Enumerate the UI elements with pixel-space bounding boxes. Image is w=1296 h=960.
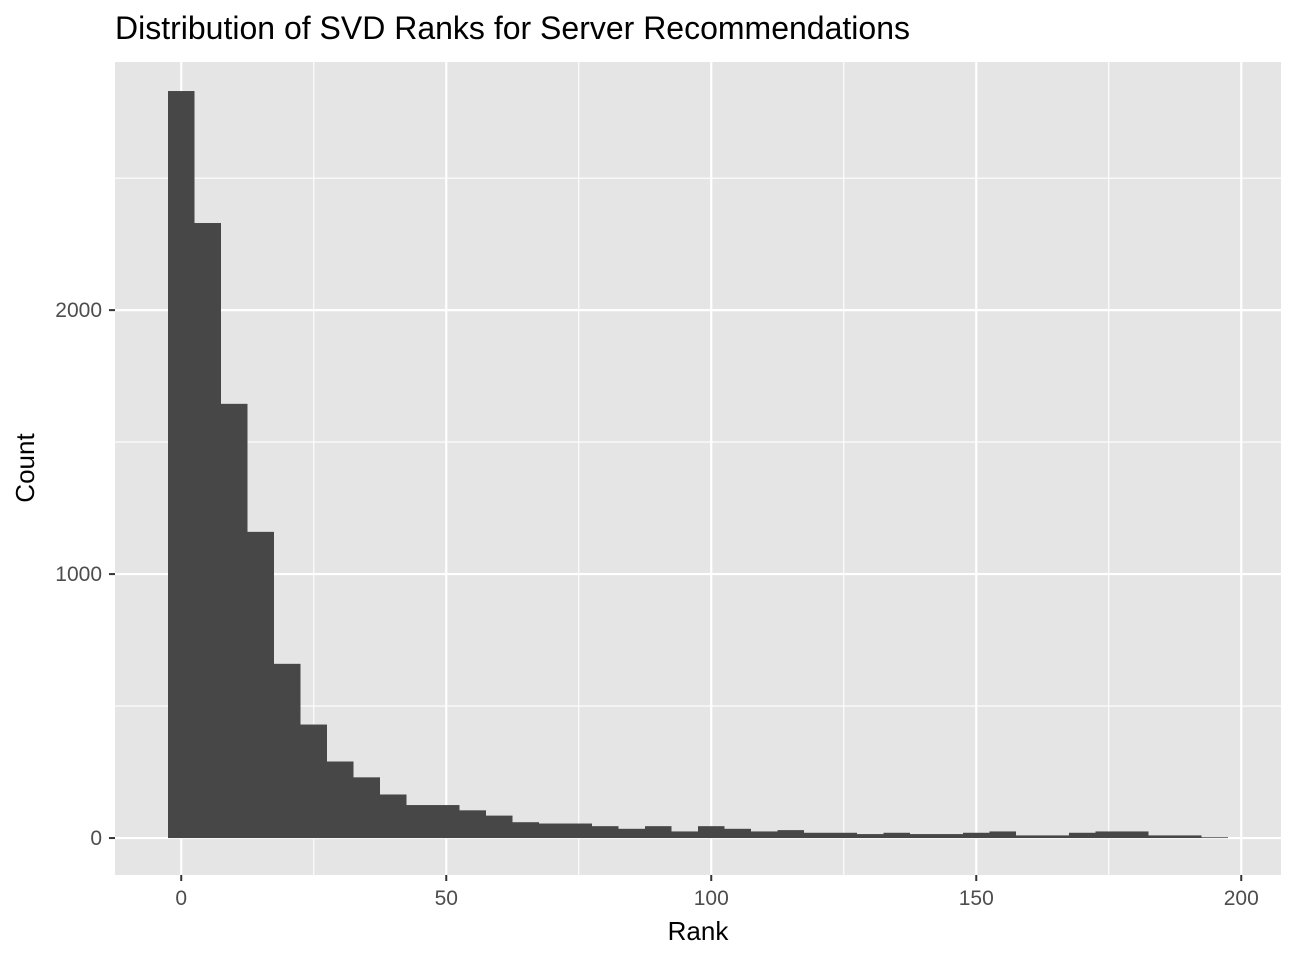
histogram-bar bbox=[486, 815, 513, 839]
histogram-bar bbox=[698, 826, 725, 839]
histogram-bar bbox=[645, 826, 672, 839]
x-tick-label: 0 bbox=[175, 887, 187, 910]
histogram-bar bbox=[1095, 831, 1122, 839]
chart-title: Distribution of SVD Ranks for Server Rec… bbox=[115, 10, 910, 46]
histogram-bar bbox=[406, 805, 433, 839]
histogram-bar bbox=[274, 663, 301, 839]
histogram-bar bbox=[1042, 835, 1069, 839]
x-tick-label: 150 bbox=[959, 887, 994, 910]
histogram-bar bbox=[910, 834, 937, 839]
histogram-bar bbox=[857, 834, 884, 839]
histogram-bar bbox=[724, 828, 751, 839]
x-tick-label: 50 bbox=[435, 887, 458, 910]
histogram-bar bbox=[1175, 835, 1202, 839]
histogram-bar bbox=[512, 822, 539, 839]
histogram-bar bbox=[539, 823, 566, 839]
histogram-bar bbox=[433, 805, 460, 839]
histogram-bar bbox=[936, 834, 963, 839]
histogram-bar bbox=[1122, 831, 1149, 839]
histogram-bar bbox=[804, 832, 831, 839]
histogram-bar bbox=[618, 828, 645, 839]
histogram-bar bbox=[1016, 835, 1043, 839]
y-tick-label: 0 bbox=[90, 827, 102, 850]
histogram-bar bbox=[1069, 832, 1096, 839]
y-tick-label: 1000 bbox=[55, 563, 102, 586]
histogram-bar bbox=[1201, 837, 1228, 839]
histogram-bar bbox=[353, 777, 380, 839]
histogram-bar bbox=[989, 831, 1016, 839]
x-tick-label: 200 bbox=[1224, 887, 1259, 910]
y-tick-label: 2000 bbox=[55, 299, 102, 322]
histogram-bar bbox=[380, 794, 407, 839]
histogram-bar bbox=[777, 830, 804, 839]
histogram-bar bbox=[194, 223, 221, 839]
histogram-bar bbox=[883, 832, 910, 839]
histogram-bar bbox=[327, 761, 354, 839]
histogram-bar bbox=[168, 91, 195, 839]
x-axis-label: Rank bbox=[668, 916, 730, 946]
histogram-bar bbox=[592, 826, 619, 839]
histogram-bar bbox=[247, 531, 274, 839]
histogram-bar bbox=[459, 810, 486, 839]
y-axis-label: Count bbox=[10, 433, 40, 503]
histogram-bars bbox=[168, 91, 1228, 839]
histogram-bar bbox=[300, 724, 327, 839]
histogram-bar bbox=[671, 831, 698, 839]
histogram-bar bbox=[963, 832, 990, 839]
x-tick-label: 100 bbox=[694, 887, 729, 910]
histogram-bar bbox=[1148, 835, 1175, 839]
histogram-bar bbox=[565, 823, 592, 839]
histogram-bar bbox=[221, 403, 248, 839]
histogram-bar bbox=[830, 832, 857, 839]
histogram-bar bbox=[751, 831, 778, 839]
